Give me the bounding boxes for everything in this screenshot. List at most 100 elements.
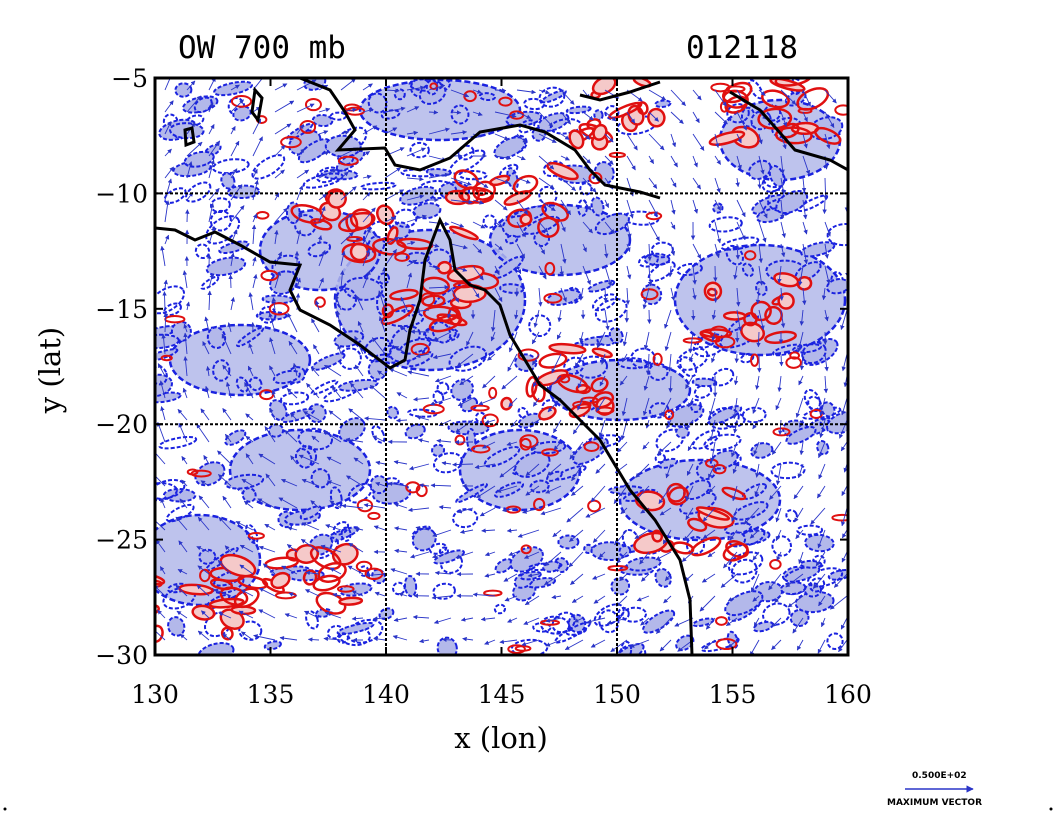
wind-vector	[208, 159, 215, 179]
positive-contour	[533, 497, 546, 512]
positive-contour	[725, 85, 746, 93]
wind-vector	[384, 127, 398, 135]
wind-vector	[626, 265, 632, 280]
negative-contour	[429, 542, 448, 555]
wind-vector	[258, 453, 276, 465]
wind-vector	[253, 634, 276, 641]
wind-vector	[373, 636, 386, 642]
wind-vector	[157, 363, 166, 377]
wind-vector	[313, 344, 320, 355]
wind-vector	[179, 498, 188, 509]
negative-contour	[263, 640, 282, 651]
wind-vector	[284, 613, 298, 619]
positive-contour	[512, 174, 539, 195]
positive-contour	[338, 596, 364, 606]
wind-vector	[399, 324, 408, 333]
wind-vector	[455, 419, 474, 433]
wind-vector	[516, 199, 529, 215]
negative-contour	[315, 166, 340, 184]
negative-contour	[194, 243, 211, 260]
negative-contour	[802, 406, 842, 420]
wind-vector	[271, 297, 277, 311]
wind-vector	[685, 507, 694, 521]
wind-vector	[600, 353, 606, 365]
positive-contour	[337, 155, 359, 166]
wind-vector	[384, 237, 400, 245]
negative-contour	[807, 567, 844, 588]
positive-contour	[470, 444, 491, 454]
wind-vector	[196, 546, 210, 553]
wind-vector	[324, 364, 342, 377]
negative-contour	[514, 451, 551, 478]
negative-contour	[783, 565, 821, 583]
negative-contour	[162, 488, 197, 503]
positive-contour	[666, 482, 686, 503]
wind-vector	[668, 375, 673, 393]
wind-vector	[711, 309, 717, 320]
wind-vector	[610, 639, 628, 653]
wind-vector	[164, 148, 172, 157]
wind-vector	[743, 507, 760, 525]
negative-contour	[184, 181, 212, 203]
wind-vector	[692, 177, 701, 190]
wind-vector	[777, 375, 782, 393]
wind-vector	[538, 287, 543, 307]
negative-contour	[804, 533, 835, 553]
wind-vector	[752, 595, 760, 602]
wind-vector	[432, 551, 452, 559]
wind-vector	[604, 155, 614, 165]
wind-vector	[714, 111, 728, 125]
wind-vector	[688, 331, 694, 354]
wind-vector	[629, 639, 650, 648]
positive-contour	[237, 575, 269, 590]
wind-vector	[375, 481, 386, 487]
wind-vector	[332, 592, 342, 598]
wind-vector	[686, 463, 694, 476]
negative-contour	[685, 535, 706, 555]
negative-region	[228, 428, 372, 512]
wind-vector	[659, 639, 672, 652]
wind-vector	[560, 177, 576, 191]
wind-vector	[230, 168, 238, 179]
wind-vector	[494, 265, 500, 276]
negative-contour	[448, 149, 486, 175]
wind-vector	[225, 381, 232, 399]
wind-vector	[340, 250, 346, 267]
wind-vector	[472, 199, 485, 205]
wind-vector	[545, 485, 562, 494]
wind-vector	[179, 633, 188, 641]
wind-vector	[523, 617, 540, 625]
positive-contour	[608, 151, 626, 159]
negative-contour	[707, 406, 740, 430]
positive-contour	[327, 189, 347, 209]
wind-vector	[351, 590, 364, 597]
wind-vector	[507, 353, 518, 372]
wind-vector	[780, 177, 786, 195]
wind-vector	[186, 95, 202, 113]
wind-vector	[318, 249, 326, 267]
wind-vector	[163, 312, 168, 333]
wind-vector	[257, 498, 276, 509]
wind-vector	[428, 172, 450, 179]
wind-vector	[346, 475, 364, 487]
wind-vector	[340, 78, 356, 91]
wind-vector	[714, 221, 722, 244]
wind-vector	[566, 507, 584, 523]
wind-vector	[409, 463, 430, 471]
wind-vector	[758, 133, 763, 145]
positive-contour	[453, 169, 479, 190]
wind-vector	[176, 610, 188, 619]
wind-vector	[205, 365, 211, 377]
wind-vector	[472, 592, 496, 597]
wind-vector	[568, 551, 584, 568]
negative-contour	[329, 486, 343, 510]
wind-vector	[775, 463, 782, 486]
wind-vector	[222, 408, 232, 421]
wind-vector	[614, 529, 628, 546]
wind-vector	[514, 309, 519, 320]
negative-contour	[155, 333, 180, 350]
wind-vector	[582, 155, 591, 164]
wind-vector	[585, 507, 606, 518]
negative-contour	[340, 526, 352, 542]
wind-vector	[474, 463, 496, 470]
